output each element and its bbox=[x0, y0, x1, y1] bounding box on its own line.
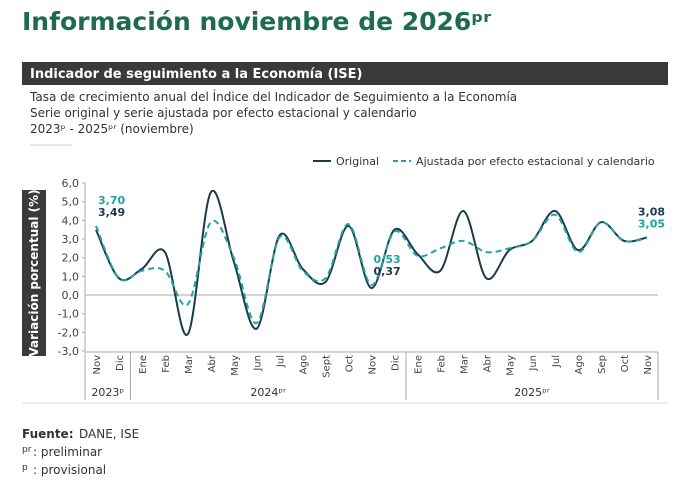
legend-label: Ajustada por efecto estacional y calenda… bbox=[416, 155, 655, 168]
x-group-label: 2023ᵖ bbox=[91, 386, 124, 399]
x-tick-label: Abr bbox=[207, 354, 218, 372]
footnote-key: pr bbox=[22, 445, 32, 455]
y-tick-label: 2,0 bbox=[62, 252, 80, 265]
footnote-key: Fuente: bbox=[22, 427, 74, 441]
x-group-label: 2025ᵖʳ bbox=[514, 386, 550, 399]
page-title: Información noviembre de 2026ᵖʳ bbox=[22, 7, 491, 36]
x-tick-label: Sep bbox=[597, 355, 608, 374]
series-line bbox=[95, 213, 648, 325]
value-label: 3,05 bbox=[638, 218, 665, 231]
value-label: 3,08 bbox=[638, 206, 665, 219]
subtitle: Tasa de crecimiento anual del Índice del… bbox=[29, 89, 517, 104]
x-tick-label: Dic bbox=[390, 355, 401, 371]
y-tick-label: 3,0 bbox=[62, 233, 80, 246]
section-bar bbox=[22, 62, 668, 85]
x-tick-label: Sept bbox=[322, 355, 333, 378]
y-tick-label: 0,0 bbox=[62, 289, 80, 302]
y-tick-label: -2,0 bbox=[58, 326, 79, 339]
x-group-label: 2024ᵖʳ bbox=[250, 386, 286, 399]
x-tick-label: Jul bbox=[276, 355, 287, 368]
value-label: 3,70 bbox=[98, 194, 125, 207]
footnote-text: : preliminar bbox=[33, 445, 102, 459]
value-label: 0,37 bbox=[374, 265, 401, 278]
x-tick-label: Dic bbox=[115, 355, 126, 371]
value-label: 3,49 bbox=[98, 206, 125, 219]
x-tick-label: Nov bbox=[92, 355, 103, 375]
x-tick-label: Jun bbox=[253, 355, 264, 372]
section-title: Indicador de seguimiento a la Economía (… bbox=[30, 67, 363, 82]
x-tick-label: Jul bbox=[551, 355, 562, 368]
x-tick-label: Ene bbox=[413, 355, 424, 374]
footnote-key: p bbox=[22, 463, 28, 473]
legend-label: Original bbox=[336, 155, 379, 168]
y-tick-label: -3,0 bbox=[58, 345, 79, 358]
x-tick-label: Oct bbox=[345, 355, 356, 372]
y-axis-label: Variación porcentual (%) bbox=[27, 189, 41, 356]
y-tick-label: 5,0 bbox=[62, 196, 80, 209]
x-tick-label: Ago bbox=[574, 355, 585, 374]
x-tick-label: Jun bbox=[528, 355, 539, 372]
x-tick-label: Nov bbox=[368, 355, 379, 375]
y-tick-label: 4,0 bbox=[62, 214, 80, 227]
footnote-text: DANE, ISE bbox=[79, 427, 139, 441]
x-tick-label: Nov bbox=[643, 355, 654, 375]
x-tick-label: Abr bbox=[482, 354, 493, 372]
subtitle: 2023ᵖ - 2025ᵖʳ (noviembre) bbox=[30, 122, 194, 136]
x-tick-label: Ago bbox=[299, 355, 310, 374]
x-tick-label: Ene bbox=[138, 355, 149, 374]
x-tick-label: May bbox=[505, 355, 516, 376]
y-tick-label: -1,0 bbox=[58, 308, 79, 321]
y-tick-label: 1,0 bbox=[62, 270, 80, 283]
y-tick-label: 6,0 bbox=[62, 177, 80, 190]
x-tick-label: Mar bbox=[459, 354, 470, 374]
series-line bbox=[95, 189, 648, 336]
subtitle: Serie original y serie ajustada por efec… bbox=[30, 106, 417, 120]
x-tick-label: Feb bbox=[436, 355, 447, 373]
y-label-box bbox=[22, 190, 46, 356]
value-label: 0,53 bbox=[374, 253, 401, 266]
x-tick-label: Feb bbox=[161, 355, 172, 373]
x-tick-label: Mar bbox=[184, 354, 195, 374]
x-tick-label: Oct bbox=[620, 355, 631, 372]
x-tick-label: May bbox=[230, 355, 241, 376]
footnote-text: : provisional bbox=[33, 463, 106, 477]
